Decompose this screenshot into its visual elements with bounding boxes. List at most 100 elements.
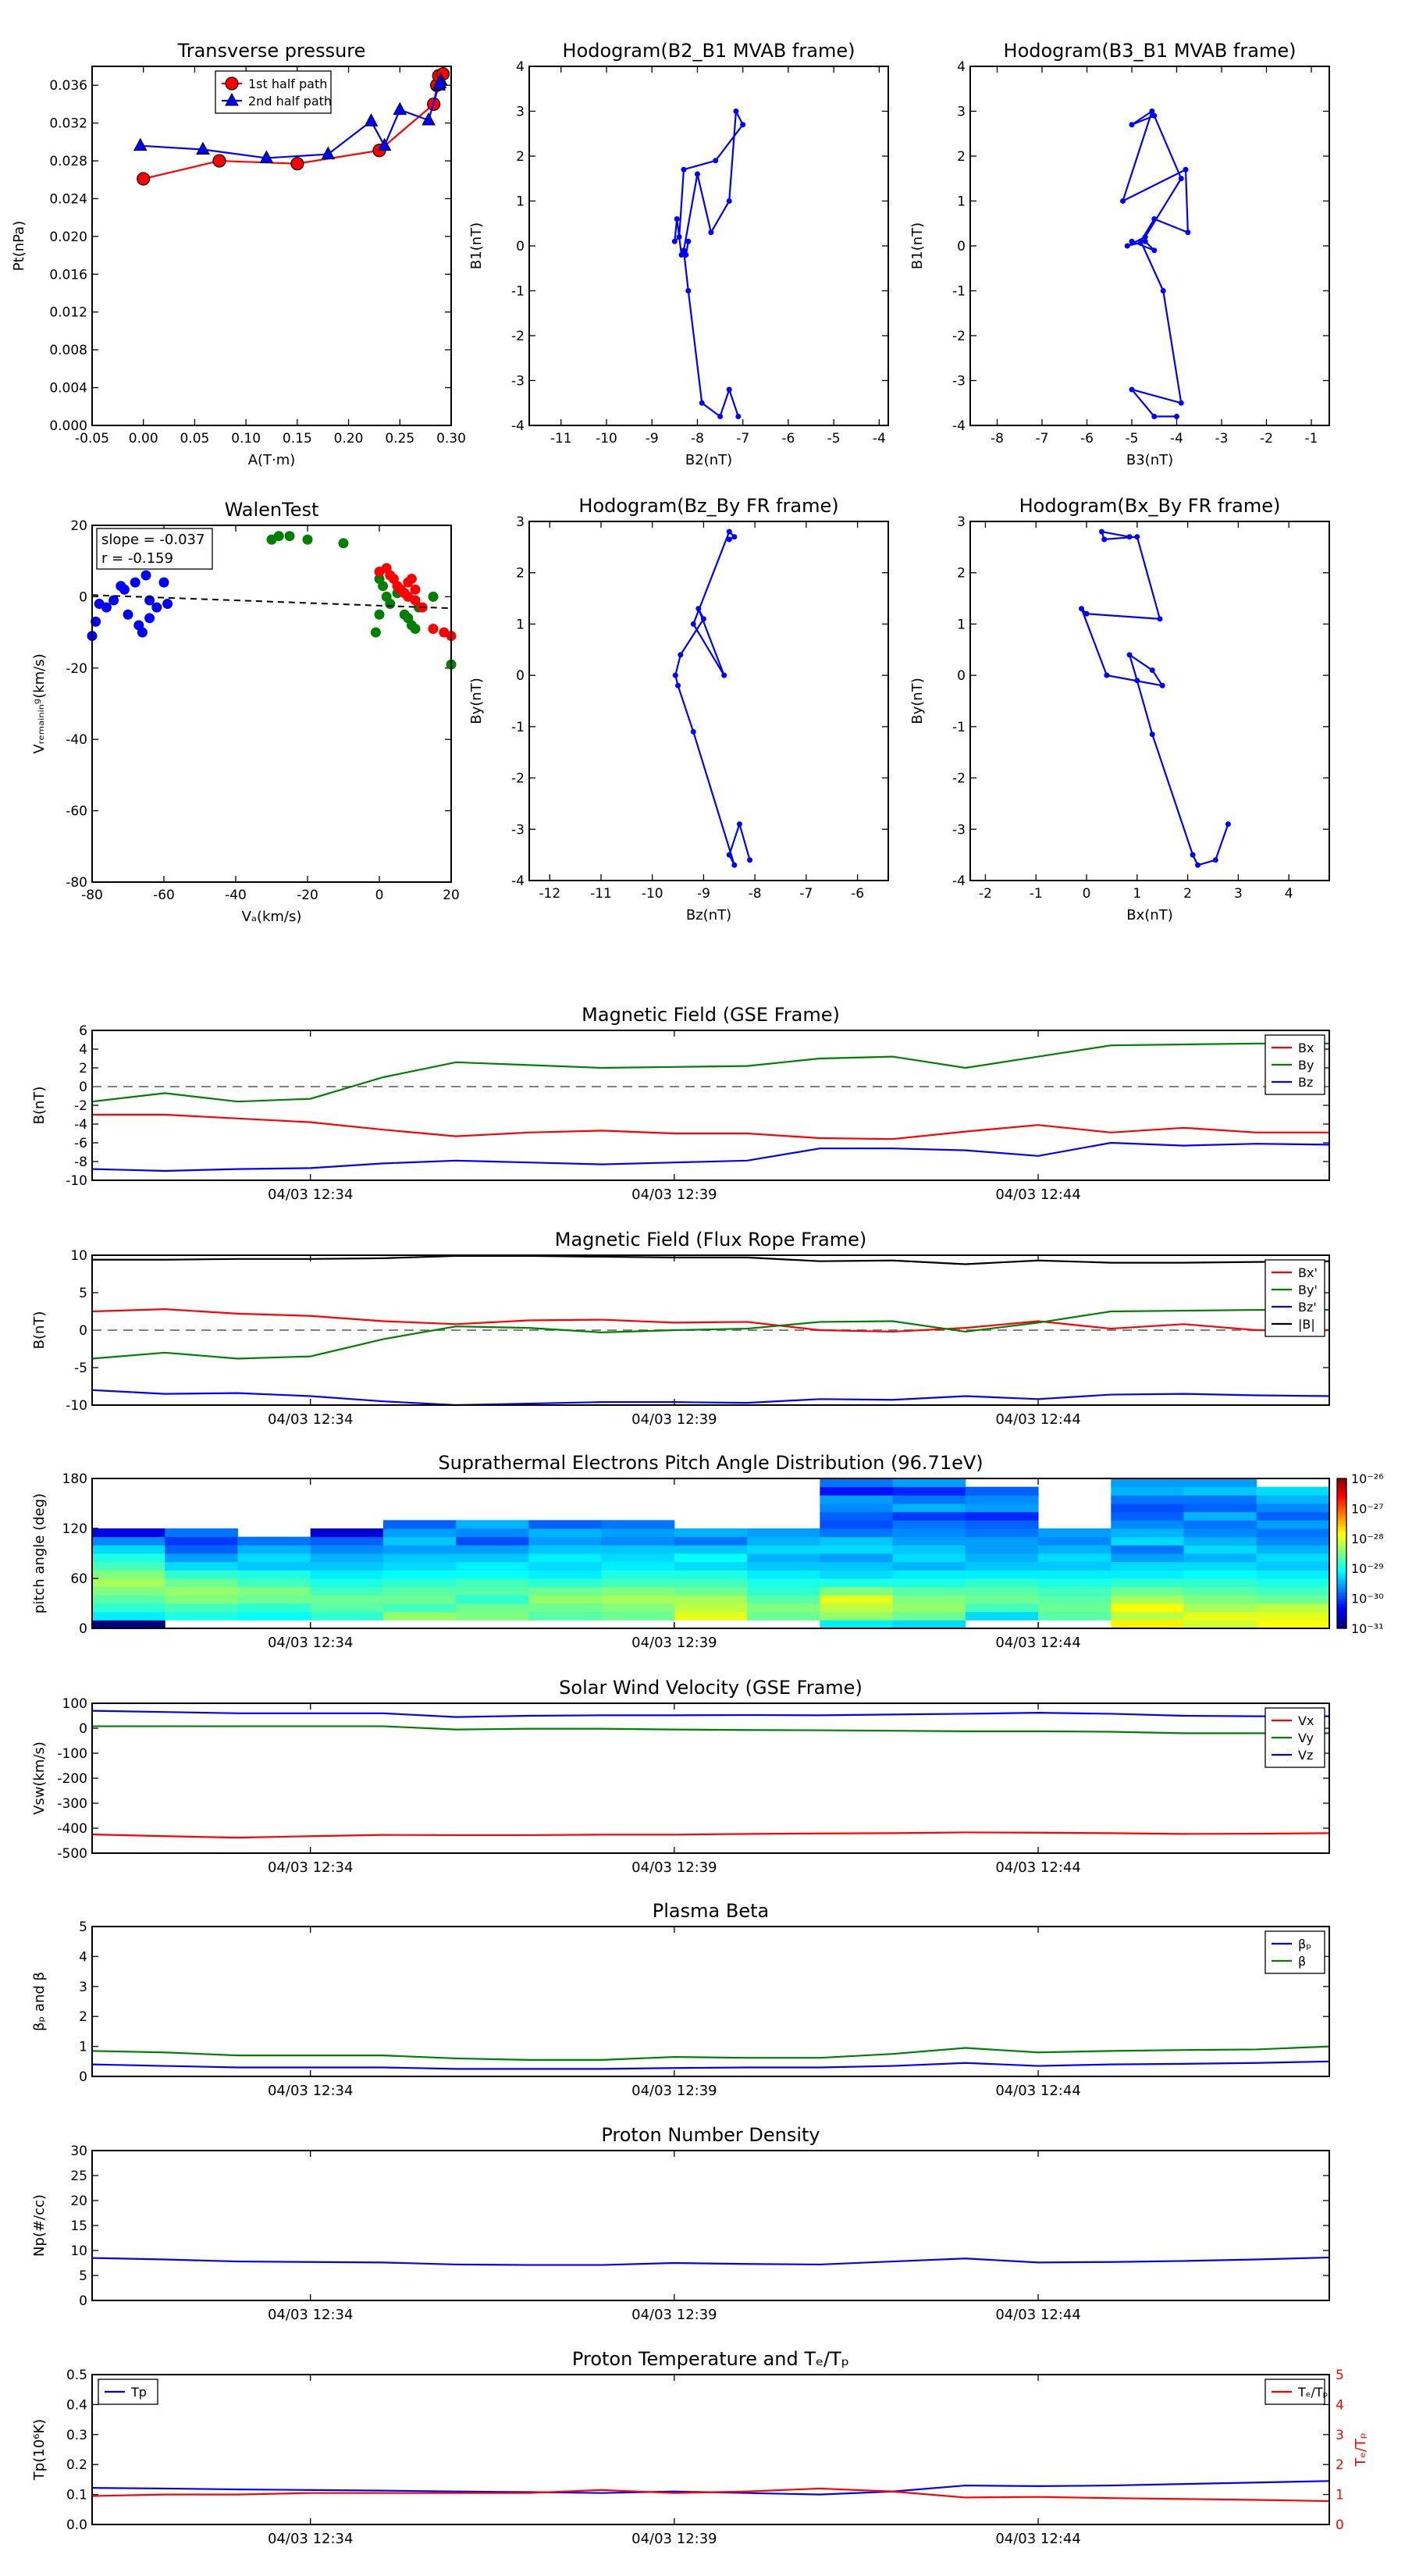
y-tick-label: 10 <box>70 1248 87 1264</box>
heatmap-cell <box>92 1578 165 1588</box>
y-tick-label: 3 <box>516 514 525 530</box>
heatmap-cell <box>965 1570 1039 1579</box>
heatmap-cell <box>892 1595 966 1604</box>
x-tick-label: 04/03 12:44 <box>995 1859 1080 1876</box>
x-tick-label: -3 <box>1215 431 1229 447</box>
heatmap-cell <box>1256 1561 1330 1571</box>
heatmap-cell <box>820 1520 894 1529</box>
colorbar-step <box>1337 1533 1346 1537</box>
x-tick-label: 04/03 12:34 <box>268 1635 353 1651</box>
heatmap-cell <box>456 1586 529 1596</box>
legend: Tₑ/Tₚ <box>1264 2379 1328 2405</box>
x-tick-label: 04/03 12:44 <box>995 2083 1080 2099</box>
plot-area <box>92 66 451 425</box>
data-point <box>681 166 687 173</box>
y-tick-label: 3 <box>957 514 966 530</box>
heatmap-cell <box>1183 1503 1257 1513</box>
panel-hodogram-b3-b1: Hodogram(B3_B1 MVAB frame) -4 -3 -2 -1 0 1 2 3 4 -… <box>909 40 1330 468</box>
data-point <box>1212 857 1218 863</box>
y-tick-label: 0 <box>79 1323 87 1339</box>
data-point <box>685 238 692 244</box>
heatmap-cell <box>892 1495 966 1504</box>
heatmap-cell <box>1256 1620 1330 1629</box>
heatmap-cell <box>1038 1611 1112 1621</box>
heatmap-cell <box>747 1570 820 1579</box>
x-tick-label: -5 <box>827 431 841 447</box>
y-tick-label: 5 <box>79 2268 87 2284</box>
x-tick-label: 1 <box>1133 886 1141 902</box>
colorbar-step <box>1337 1535 1346 1539</box>
panel-walen-test: WalenTest -80 -60 -40 -20 0 20 -80 -60 -40 -20 0 20 V… <box>31 499 460 925</box>
data-point <box>428 591 439 602</box>
heatmap-cell <box>1183 1586 1257 1596</box>
heatmap-cell <box>1038 1545 1112 1554</box>
y-tick-label: 0 <box>79 589 87 605</box>
x-tick-label: -20 <box>297 888 318 903</box>
data-point <box>1129 122 1135 128</box>
y-tick-label: -20 <box>66 661 87 677</box>
heatmap-cell <box>747 1611 820 1621</box>
heatmap-cell <box>165 1603 238 1613</box>
x-tick-label: -2 <box>979 886 992 902</box>
data-point <box>422 112 436 126</box>
x-tick-label: -8 <box>991 431 1004 447</box>
data-point <box>674 216 680 222</box>
colorbar-step <box>1337 1488 1346 1492</box>
heatmap-cell <box>382 1545 457 1554</box>
x-tick-label: 0.10 <box>231 431 261 447</box>
y-tick-label: -6 <box>74 1136 87 1151</box>
colorbar-tick-label: 10⁻²⁷ <box>1351 1501 1384 1516</box>
heatmap-cell <box>382 1553 457 1563</box>
x-tick-label: 04/03 12:39 <box>631 2307 717 2323</box>
legend: Bx By Bz <box>1264 1034 1325 1095</box>
colorbar-step <box>1337 1510 1346 1514</box>
panel-density: Proton Number Density 0 5 10 15 20 25 30 04/03 1… <box>31 2124 1330 2323</box>
plot-border <box>91 1703 1330 1854</box>
annotation-text: r = -0.159 <box>101 550 173 567</box>
colorbar-tick-label: 10⁻²⁸ <box>1351 1532 1384 1546</box>
data-point <box>726 536 732 543</box>
heatmap-cell <box>456 1603 529 1613</box>
heatmap-cell <box>1256 1511 1330 1521</box>
heatmap-cell <box>1183 1611 1257 1621</box>
colorbar-step <box>1337 1560 1346 1564</box>
data-point <box>1083 610 1090 617</box>
heatmap-cell <box>1183 1520 1257 1529</box>
y-tick-label: -2 <box>511 329 525 344</box>
heatmap-cell <box>237 1545 311 1554</box>
y-tick-label: 0.5 <box>66 2368 87 2383</box>
colorbar-step <box>1337 1528 1346 1532</box>
heatmap-cell <box>237 1553 311 1563</box>
heatmap-cell <box>601 1578 675 1588</box>
y-tick-label: 0 <box>79 2293 87 2309</box>
plot-border <box>969 66 1330 426</box>
y-tick-label: 3 <box>957 105 966 120</box>
y-tick-label: 5 <box>79 1286 87 1301</box>
heatmap-cell <box>820 1595 894 1604</box>
y-tick-label: 6 <box>79 1023 87 1039</box>
y-tick-label: 3 <box>79 1980 87 1995</box>
data-point <box>747 857 753 863</box>
data-point <box>1151 216 1158 222</box>
heatmap-cell <box>965 1545 1039 1554</box>
legend: Tp <box>98 2379 158 2405</box>
data-point <box>101 602 112 613</box>
data-point <box>690 728 696 735</box>
heatmap-cell <box>1183 1578 1257 1588</box>
colorbar-step <box>1337 1550 1346 1554</box>
x-axis-label: B2(nT) <box>685 452 732 468</box>
heatmap-cell <box>674 1603 748 1613</box>
colorbar-step <box>1337 1523 1346 1527</box>
heatmap-cell <box>1183 1536 1257 1546</box>
data-point <box>91 616 101 627</box>
x-tick-label: -9 <box>697 886 710 902</box>
x-tick-label: -8 <box>749 886 762 902</box>
data-point <box>133 137 148 151</box>
heatmap-cell <box>892 1545 966 1554</box>
data-point <box>1178 176 1184 182</box>
heatmap-cell <box>310 1578 384 1588</box>
colorbar-step <box>1337 1625 1346 1629</box>
heatmap-cell <box>1038 1528 1112 1538</box>
heatmap-cell <box>965 1553 1039 1563</box>
x-tick-label: -1 <box>1305 431 1318 447</box>
